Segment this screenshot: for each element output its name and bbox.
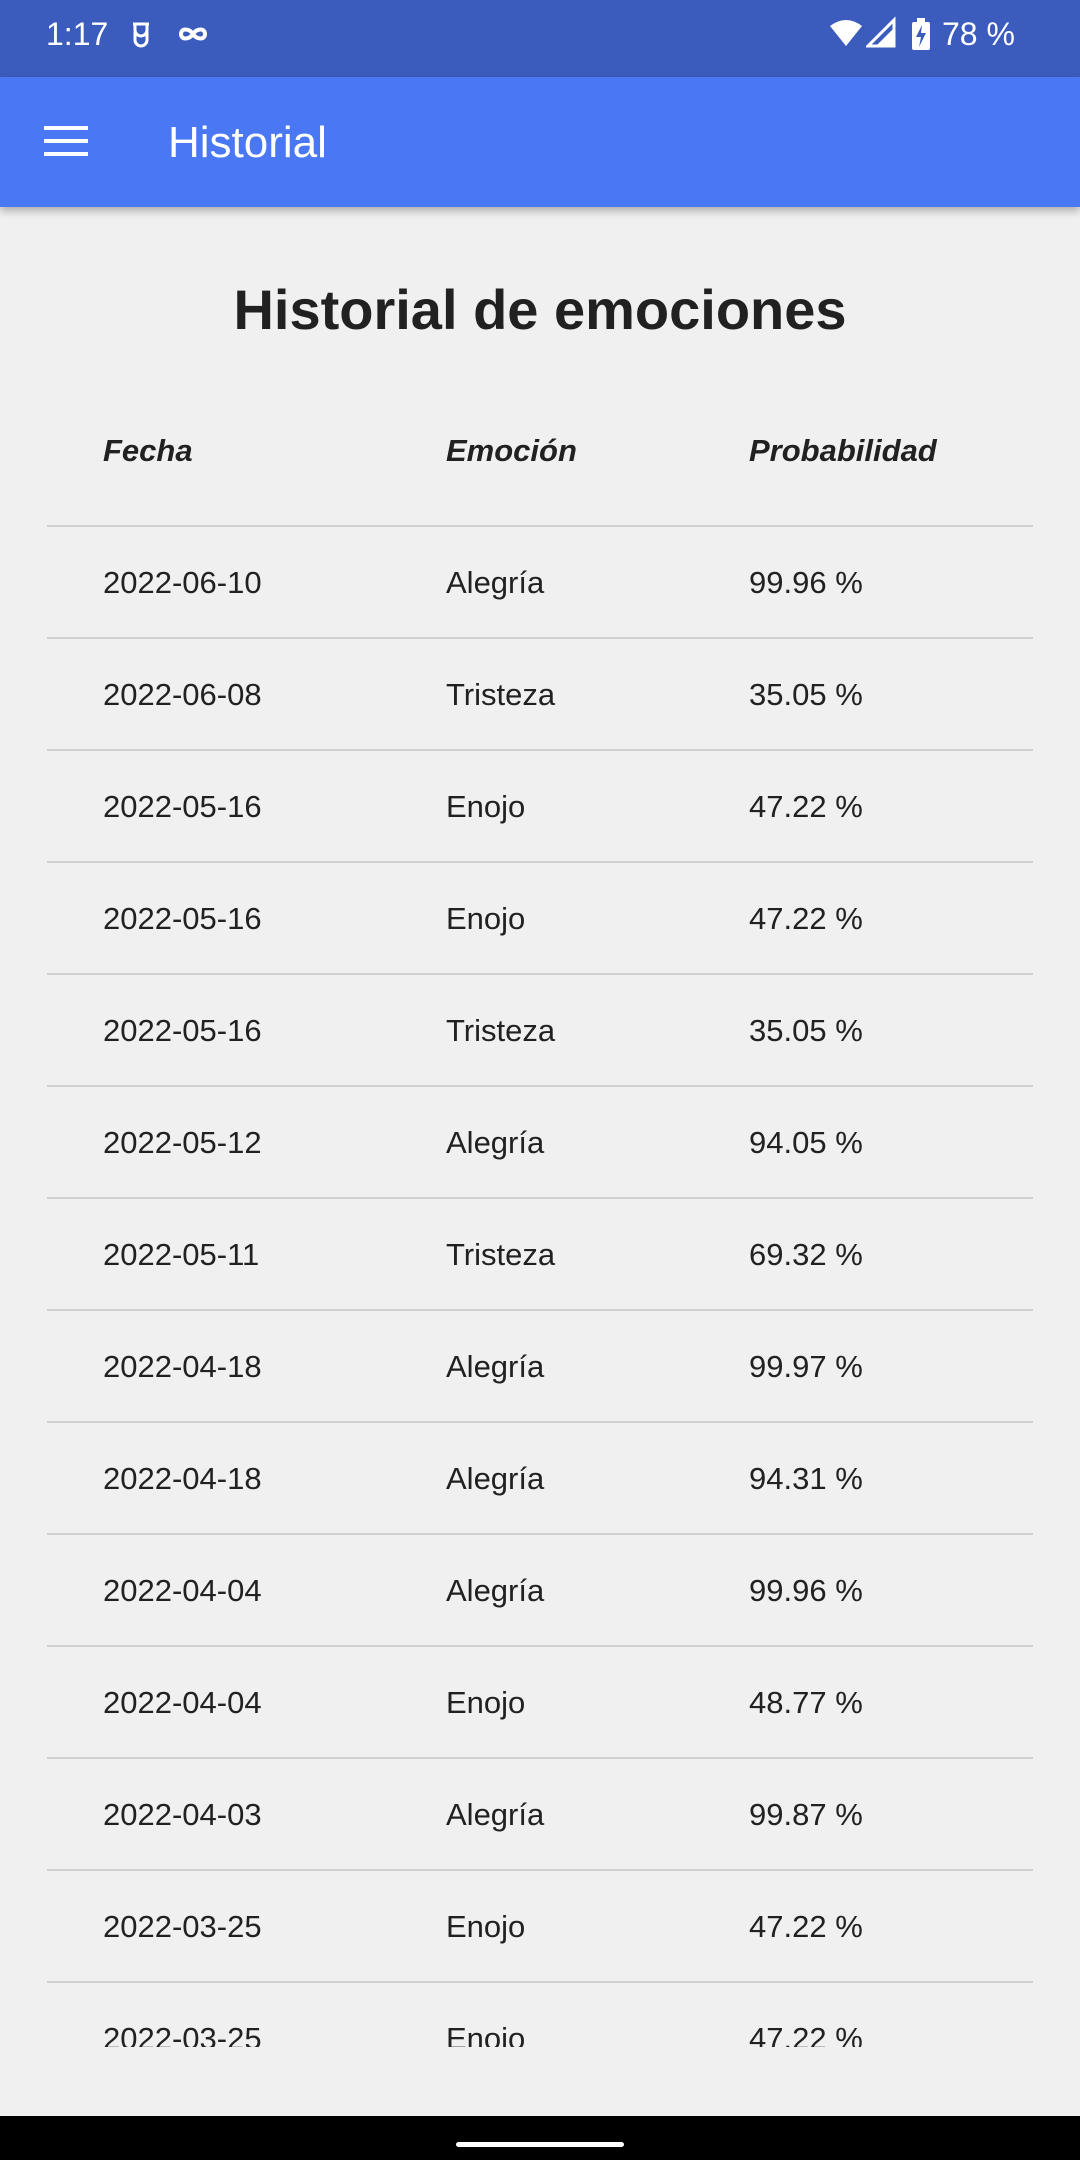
battery-percent: 78 % [942,16,1015,52]
cell-emocion: Tristeza [446,1237,556,1272]
cell-fecha: 2022-04-03 [103,1797,262,1832]
header-fecha: Fecha [103,433,193,468]
wifi-icon [830,20,862,46]
cell-probabilidad: 47.22 % [749,901,863,936]
cell-probabilidad: 94.31 % [749,1461,863,1496]
cell-fecha: 2022-05-16 [103,1013,262,1048]
cell-emocion: Tristeza [446,677,556,712]
cell-fecha: 2022-04-18 [103,1349,262,1384]
cell-emocion: Tristeza [446,1013,556,1048]
cell-emocion: Enojo [446,2021,526,2047]
signal-icon [866,16,896,48]
table-row: 2022-05-16 Tristeza 35.05 % [47,975,1033,1087]
page-title: Historial de emociones [233,278,847,341]
menu-icon [44,126,88,156]
cell-fecha: 2022-05-16 [103,901,262,936]
cell-probabilidad: 47.22 % [749,2021,863,2047]
cell-probabilidad: 99.97 % [749,1349,863,1384]
cell-emocion: Enojo [446,901,526,936]
cell-fecha: 2022-05-11 [103,1237,260,1272]
table-row: 2022-03-25 Enojo 47.22 % [47,1871,1033,1983]
menu-button[interactable] [30,108,102,176]
cell-fecha: 2022-03-25 [103,1909,262,1944]
status-bar: 1:17 78 % [0,0,1080,77]
table-row: 2022-06-10 Alegría 99.96 % [47,527,1033,639]
cell-fecha: 2022-04-04 [103,1573,262,1608]
cell-probabilidad: 35.05 % [749,677,863,712]
table-row: 2022-04-04 Enojo 48.77 % [47,1647,1033,1759]
cell-emocion: Enojo [446,789,526,824]
cell-fecha: 2022-03-25 [103,2021,262,2047]
cell-fecha: 2022-05-16 [103,789,262,824]
table-row: 2022-04-03 Alegría 99.87 % [47,1759,1033,1871]
cell-probabilidad: 99.87 % [749,1797,863,1832]
cell-emocion: Alegría [446,1349,545,1384]
table-row: 2022-05-16 Enojo 47.22 % [47,863,1033,975]
table-row: 2022-04-18 Alegría 99.97 % [47,1311,1033,1423]
cell-emocion: Alegría [446,1797,545,1832]
home-indicator[interactable] [456,2142,624,2147]
cell-fecha: 2022-06-08 [103,677,262,712]
app-bar-title: Historial [168,118,327,167]
cell-fecha: 2022-04-18 [103,1461,262,1496]
table-row: 2022-05-12 Alegría 94.05 % [47,1087,1033,1199]
cell-fecha: 2022-05-12 [103,1125,262,1160]
cell-emocion: Alegría [446,1461,545,1496]
table-row: 2022-03-25 Enojo 47.22 % [47,1983,1033,2047]
battery-charging-icon [912,18,930,50]
table-header: Fecha Emoción Probabilidad [47,387,1033,527]
table-row: 2022-04-04 Alegría 99.96 % [47,1535,1033,1647]
table-row: 2022-05-16 Enojo 47.22 % [47,751,1033,863]
status-time: 1:17 [46,16,109,52]
debug-icon [133,22,149,48]
header-emocion: Emoción [446,433,577,468]
table-row: 2022-05-11 Tristeza 69.32 % [47,1199,1033,1311]
cell-probabilidad: 47.22 % [749,789,863,824]
cell-probabilidad: 94.05 % [749,1125,863,1160]
cell-emocion: Alegría [446,1573,545,1608]
cell-fecha: 2022-04-04 [103,1685,262,1720]
header-probabilidad: Probabilidad [749,433,937,468]
cell-emocion: Enojo [446,1909,526,1944]
content-area[interactable]: Historial de emociones Fecha Emoción Pro… [0,207,1080,2047]
navigation-bar [0,2116,1080,2160]
cell-probabilidad: 47.22 % [749,1909,863,1944]
app-bar: Historial [0,77,1080,207]
cell-probabilidad: 48.77 % [749,1685,863,1720]
history-table: Fecha Emoción Probabilidad 2022-06-10 Al… [47,387,1033,2047]
cell-probabilidad: 99.96 % [749,1573,863,1608]
cell-emocion: Enojo [446,1685,526,1720]
infinity-icon [178,27,208,41]
table-row: 2022-06-08 Tristeza 35.05 % [47,639,1033,751]
table-row: 2022-04-18 Alegría 94.31 % [47,1423,1033,1535]
cell-probabilidad: 69.32 % [749,1237,863,1272]
cell-emocion: Alegría [446,1125,545,1160]
cell-emocion: Alegría [446,565,545,600]
cell-fecha: 2022-06-10 [103,565,262,600]
cell-probabilidad: 99.96 % [749,565,863,600]
cell-probabilidad: 35.05 % [749,1013,863,1048]
